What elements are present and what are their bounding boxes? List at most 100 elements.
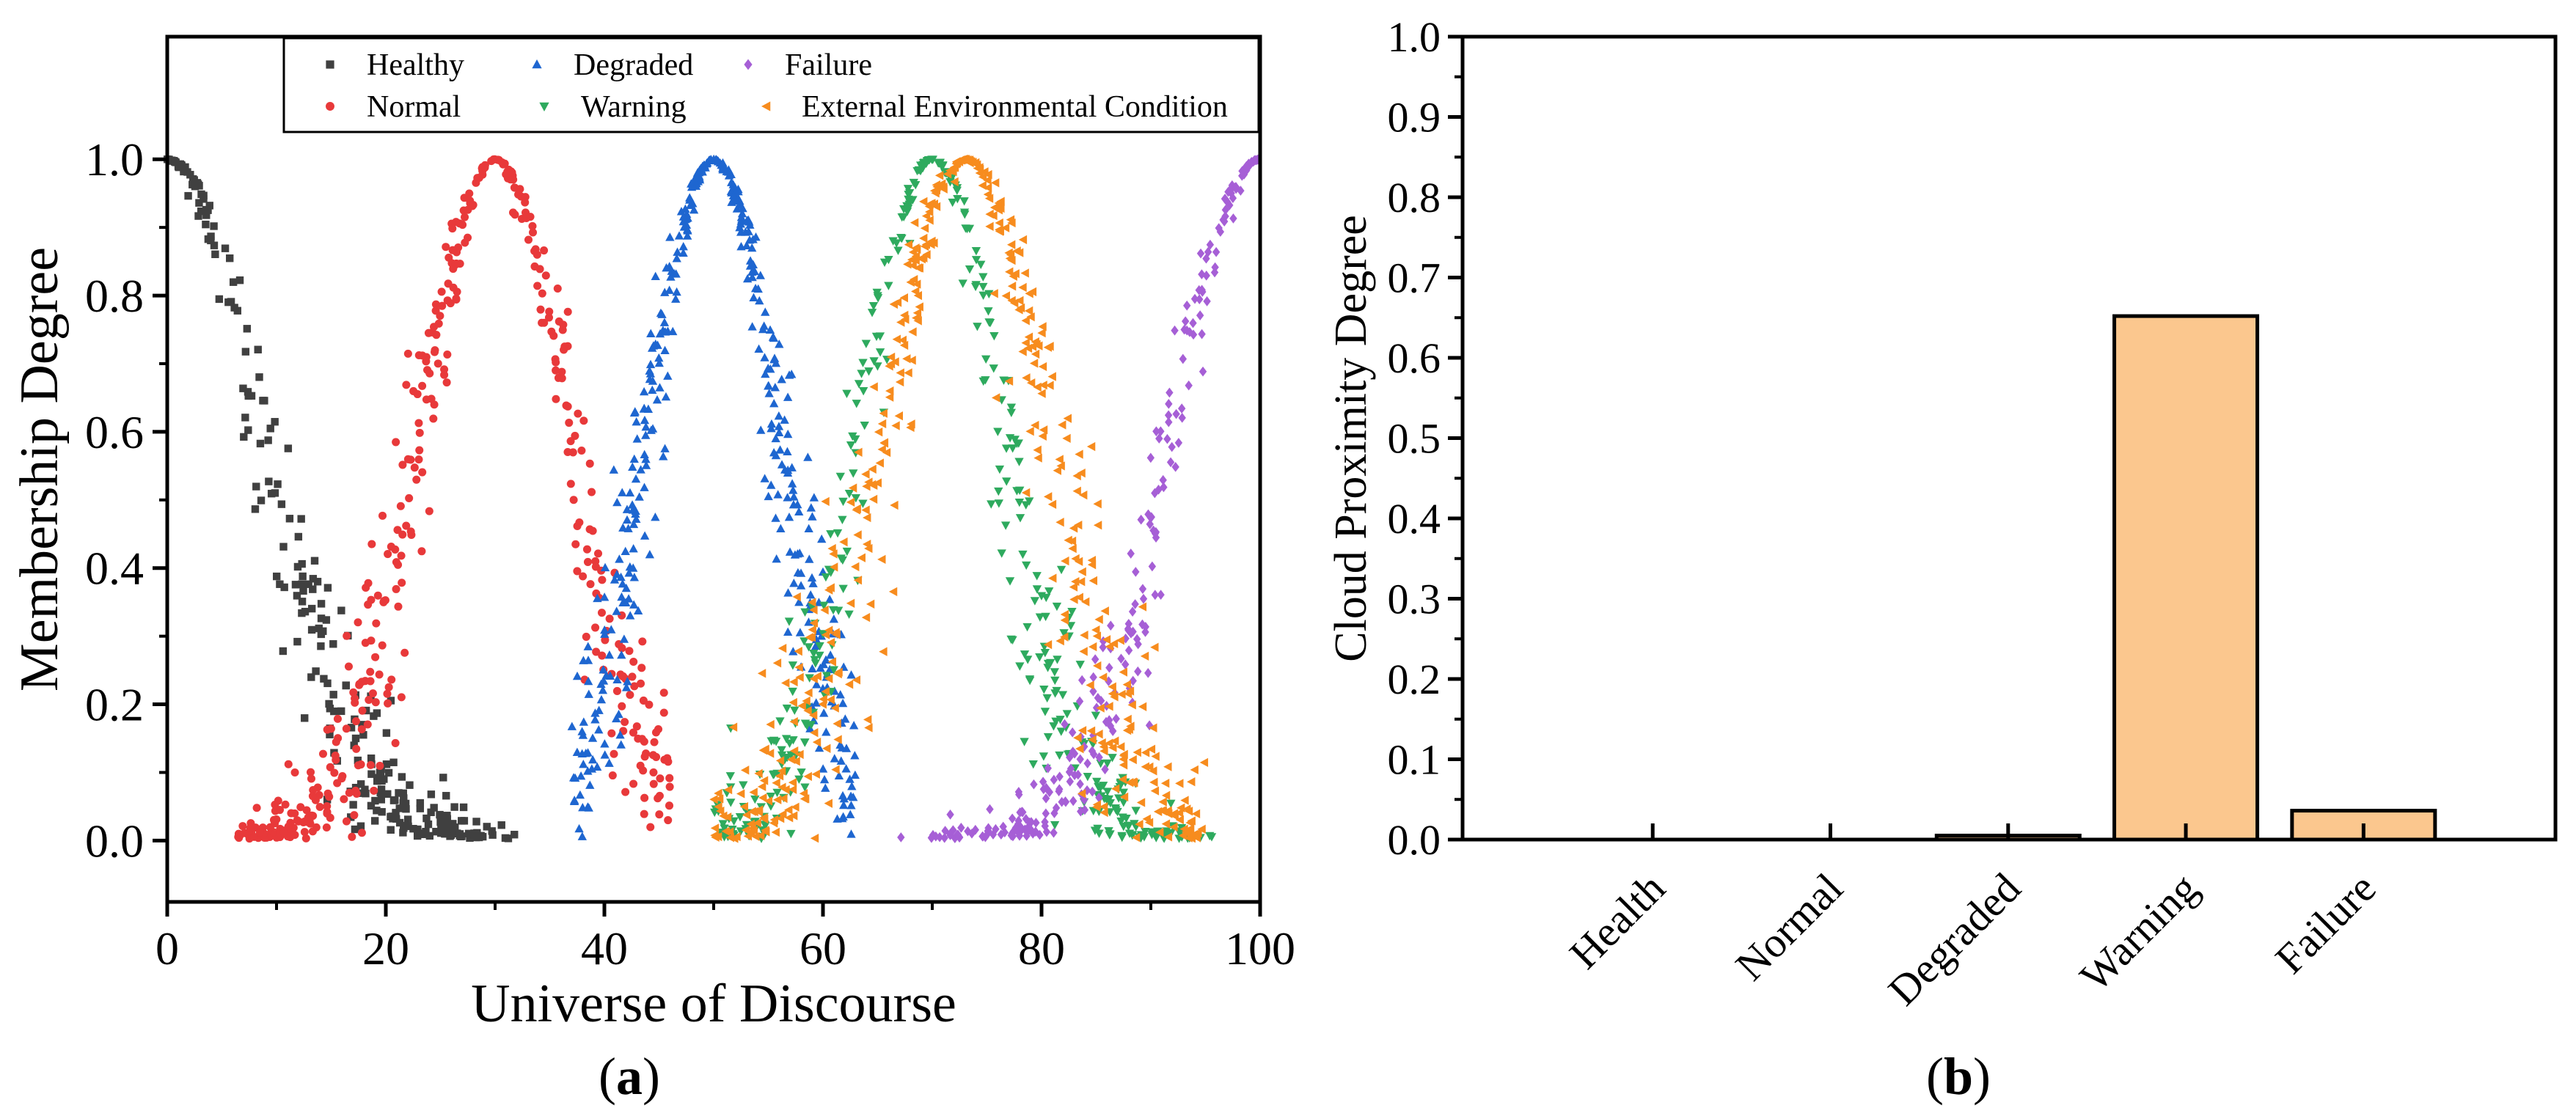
data-point [648, 424, 658, 433]
data-point [439, 774, 447, 782]
data-point [588, 526, 597, 535]
series-external-environmental-condition [709, 155, 1209, 843]
scatter-points-layer [163, 154, 1262, 844]
data-point [1184, 807, 1193, 816]
data-point [1166, 387, 1174, 398]
data-point [584, 689, 593, 698]
data-point [846, 829, 856, 838]
data-point [683, 231, 692, 240]
data-point [783, 627, 793, 636]
data-point [854, 447, 863, 457]
data-point [279, 543, 288, 551]
data-point [618, 579, 627, 588]
data-point [239, 384, 247, 392]
data-point [1101, 764, 1109, 775]
data-point [1105, 831, 1114, 840]
data-point [1138, 584, 1147, 594]
data-point [1131, 833, 1141, 842]
data-point [777, 643, 787, 653]
data-point [815, 651, 824, 661]
data-point [1052, 686, 1061, 696]
data-point [1066, 777, 1075, 787]
data-point [788, 687, 797, 697]
data-point [1203, 296, 1211, 306]
data-point [641, 460, 651, 469]
data-point [432, 827, 440, 836]
data-point [376, 788, 384, 797]
data-point [1033, 453, 1042, 463]
data-point [557, 367, 566, 376]
data-point [629, 779, 638, 788]
data-point [552, 366, 560, 375]
data-point [1145, 762, 1154, 772]
data-point [276, 580, 284, 588]
data-point [698, 167, 707, 176]
data-point [533, 282, 542, 290]
data-point [719, 811, 728, 821]
data-point [962, 224, 972, 234]
data-point [903, 205, 913, 213]
data-point [1048, 573, 1057, 583]
data-point [1039, 381, 1047, 390]
y-tick-label: 0.8 [85, 270, 144, 322]
data-point [1096, 703, 1105, 713]
data-point [1018, 550, 1028, 559]
data-point [838, 556, 848, 565]
data-point [326, 705, 334, 713]
data-point [795, 628, 805, 636]
data-point [714, 788, 722, 799]
data-point [1045, 381, 1054, 390]
data-point [215, 295, 224, 304]
data-point [1151, 752, 1160, 761]
data-point [1165, 416, 1173, 427]
data-point [1055, 518, 1064, 527]
data-point [607, 625, 616, 634]
data-point [1025, 676, 1035, 686]
data-point [824, 625, 833, 635]
data-point [202, 220, 210, 229]
data-point [1196, 294, 1204, 304]
data-point [535, 265, 544, 274]
data-point [1163, 762, 1172, 771]
data-point [1183, 300, 1191, 311]
data-point [1171, 325, 1179, 336]
data-point [659, 452, 668, 460]
data-point [554, 373, 563, 382]
data-point [760, 474, 769, 482]
data-point [621, 546, 630, 556]
data-point [1089, 749, 1098, 760]
data-point [632, 514, 641, 523]
data-point [971, 256, 981, 265]
data-point [365, 695, 373, 705]
data-point [978, 180, 987, 191]
data-point [648, 751, 657, 760]
data-point [645, 366, 654, 375]
data-point [404, 822, 412, 831]
data-point [771, 433, 780, 443]
data-point [904, 195, 913, 205]
data-point [1032, 572, 1042, 581]
data-point [959, 197, 969, 206]
data-point [497, 821, 505, 829]
data-point [1198, 328, 1206, 339]
data-point [775, 771, 784, 781]
data-point [775, 717, 785, 726]
data-point [1061, 556, 1069, 566]
data-point [1006, 635, 1016, 645]
data-point [1098, 782, 1108, 790]
data-point [280, 583, 288, 592]
data-point [257, 496, 266, 504]
data-point [807, 573, 817, 582]
data-point [1022, 831, 1031, 841]
data-point [241, 348, 250, 356]
data-point [854, 380, 864, 389]
data-point [1077, 468, 1086, 478]
data-point [1043, 639, 1053, 650]
data-point [839, 800, 849, 810]
data-point [764, 381, 774, 390]
data-point [1006, 215, 1015, 224]
data-point [298, 598, 307, 606]
data-point [1045, 787, 1054, 798]
data-point [600, 562, 610, 572]
data-point [1069, 595, 1078, 604]
